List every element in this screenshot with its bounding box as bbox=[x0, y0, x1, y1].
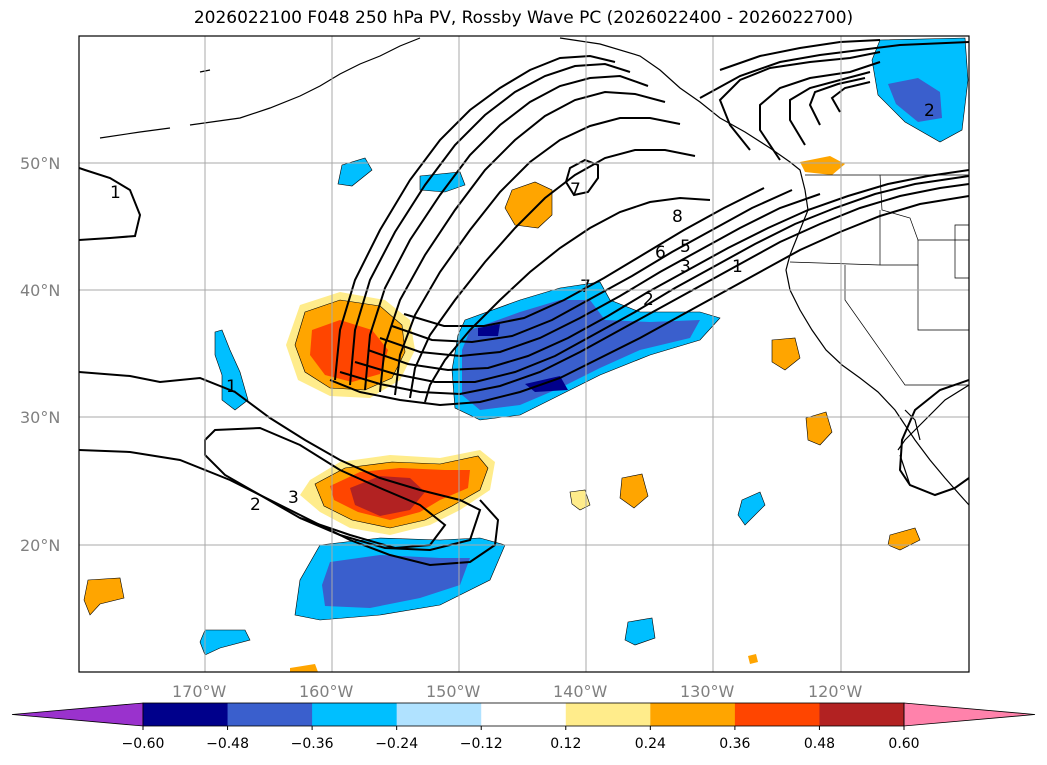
lon-label: 170°W bbox=[172, 682, 227, 701]
colorbar-tick-label: 0.36 bbox=[719, 736, 750, 752]
contour-label: 1 bbox=[110, 183, 121, 203]
colorbar-segment bbox=[481, 703, 567, 726]
colorbar-tick-label: 0.12 bbox=[550, 736, 581, 752]
contour-label: 2 bbox=[643, 290, 654, 310]
colorbar-extend-max bbox=[903, 702, 1036, 727]
contour-label: 5 bbox=[680, 237, 691, 257]
contour-labels: 1 1 2 3 2 7 8 6 5 3 1 7 2 bbox=[110, 101, 935, 515]
contour-label: 8 bbox=[672, 207, 683, 227]
colorbar-tick-label: 0.60 bbox=[888, 736, 919, 752]
lat-label: 20°N bbox=[20, 536, 60, 555]
colorbar-segment bbox=[396, 703, 482, 726]
contour-label: 6 bbox=[655, 243, 666, 263]
lon-labels: 170°W 160°W 150°W 140°W 130°W 120°W bbox=[172, 682, 863, 701]
colorbar: −0.60 −0.48 −0.36 −0.24 −0.12 0.12 0.24 0.36 0.4… bbox=[11, 702, 1036, 752]
contour-label: 3 bbox=[288, 488, 299, 508]
contour-label: 2 bbox=[250, 495, 261, 515]
contour-label: 1 bbox=[732, 257, 743, 277]
lon-label: 140°W bbox=[553, 682, 608, 701]
pv-contours bbox=[79, 39, 969, 567]
contour-label: 3 bbox=[680, 257, 691, 277]
contour-label: 7 bbox=[570, 180, 581, 200]
contour-label: 1 bbox=[226, 377, 237, 397]
contour-label: 7 bbox=[580, 277, 591, 297]
contour-label: 2 bbox=[924, 101, 935, 121]
colorbar-extend-min bbox=[11, 702, 144, 727]
map-title: 2026022100 F048 250 hPa PV, Rossby Wave … bbox=[193, 8, 854, 28]
colorbar-tick-label: −0.48 bbox=[206, 736, 249, 752]
colorbar-tick-label: 0.48 bbox=[804, 736, 835, 752]
lon-label: 130°W bbox=[680, 682, 735, 701]
colorbar-tick-label: 0.24 bbox=[635, 736, 666, 752]
colorbar-tick-label: −0.24 bbox=[375, 736, 418, 752]
lon-label: 150°W bbox=[426, 682, 481, 701]
colorbar-segment bbox=[734, 703, 820, 726]
colorbar-outline bbox=[142, 702, 905, 727]
gridlines bbox=[79, 36, 969, 672]
colorbar-tick-label: −0.60 bbox=[122, 736, 165, 752]
lat-label: 50°N bbox=[20, 154, 60, 173]
lon-label: 160°W bbox=[299, 682, 354, 701]
lat-labels: 50°N 40°N 30°N 20°N bbox=[20, 154, 60, 555]
colorbar-tick-label: −0.36 bbox=[291, 736, 334, 752]
colorbar-tick-label: −0.12 bbox=[460, 736, 503, 752]
colorbar-segment bbox=[819, 703, 905, 726]
map-border bbox=[78, 35, 970, 673]
colorbar-segment bbox=[565, 703, 651, 726]
colorbar-segment bbox=[227, 703, 313, 726]
lat-label: 30°N bbox=[20, 408, 60, 427]
colorbar-segment bbox=[143, 703, 229, 726]
lat-label: 40°N bbox=[20, 281, 60, 300]
colorbar-segment bbox=[650, 703, 736, 726]
lon-label: 120°W bbox=[808, 682, 863, 701]
colorbar-segment bbox=[312, 703, 398, 726]
